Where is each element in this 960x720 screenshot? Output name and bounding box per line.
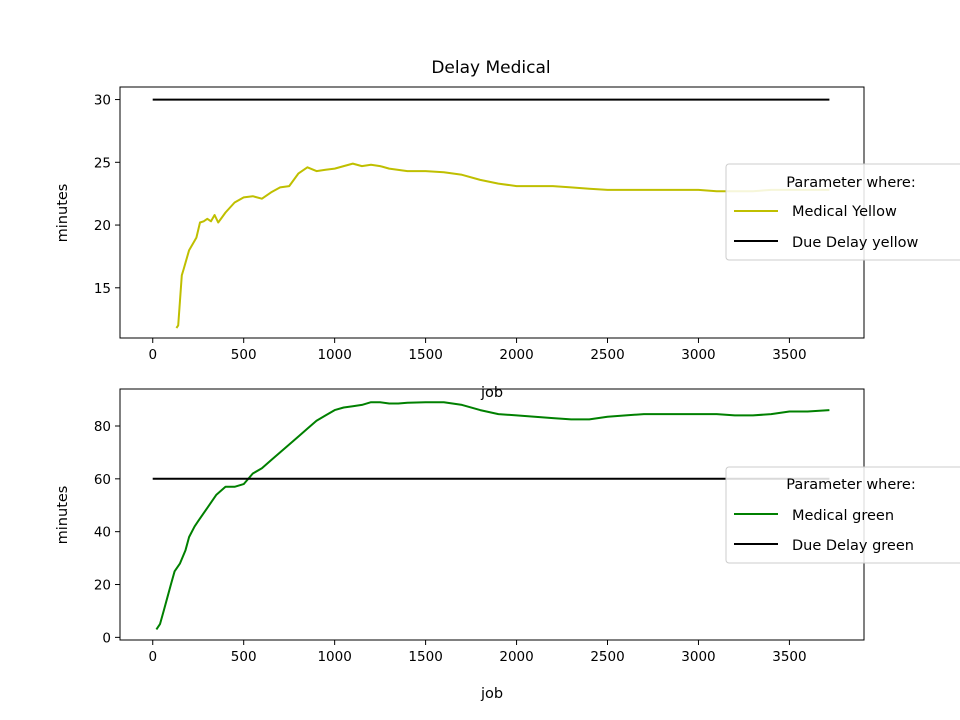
y-tick-label: 25 <box>94 155 111 171</box>
top-y-axis-label: minutes <box>55 184 71 243</box>
y-tick-label: 40 <box>94 525 111 541</box>
top-legend-title: Parameter where: <box>786 175 915 191</box>
x-tick-label: 0 <box>148 347 157 363</box>
x-tick-label: 500 <box>231 347 257 363</box>
bottom-y-axis-label: minutes <box>55 486 71 545</box>
y-tick-label: 80 <box>94 419 111 435</box>
series-medical-line <box>155 401 830 630</box>
bottom-x-ticks: 0 500 1000 1500 2000 2500 3000 3500 <box>148 640 807 665</box>
x-tick-label: 3000 <box>681 347 715 363</box>
y-tick-label: 60 <box>94 472 111 488</box>
y-tick-label: 20 <box>94 218 111 234</box>
bottom-legend-box <box>725 466 960 564</box>
top-legend-box <box>725 163 960 261</box>
bottom-legend-entry-1: Medical green <box>792 508 894 524</box>
x-tick-label: 1000 <box>317 347 351 363</box>
x-tick-label: 2000 <box>499 347 533 363</box>
bottom-x-axis-label: job <box>480 686 503 702</box>
x-tick-label: 0 <box>148 649 157 665</box>
top-legend: Parameter where: Medical Yellow Due Dela… <box>725 163 960 261</box>
top-x-ticks: 0 500 1000 1500 2000 2500 3000 3500 <box>148 338 807 363</box>
x-tick-label: 2000 <box>499 649 533 665</box>
x-tick-label: 3500 <box>772 347 806 363</box>
x-tick-label: 500 <box>231 649 257 665</box>
series-medical-line <box>175 162 830 329</box>
y-tick-label: 0 <box>102 630 111 646</box>
x-tick-label: 3000 <box>681 649 715 665</box>
top-y-ticks: 15 20 25 30 <box>94 93 120 297</box>
bottom-legend-title: Parameter where: <box>786 477 915 493</box>
y-tick-label: 30 <box>94 93 111 109</box>
x-tick-label: 1500 <box>408 649 442 665</box>
y-tick-label: 15 <box>94 281 111 297</box>
x-tick-label: 1000 <box>317 649 351 665</box>
bottom-legend: Parameter where: Medical green Due Delay… <box>725 466 960 564</box>
top-legend-entry-1: Medical Yellow <box>792 204 897 220</box>
bottom-y-ticks: 0 20 40 60 80 <box>94 419 120 646</box>
top-subplot: 0 500 1000 1500 2000 2500 3000 3500 15 20 25 30 jo… <box>55 86 960 401</box>
top-x-axis-label: job <box>480 385 503 401</box>
bottom-subplot: 0 500 1000 1500 2000 2500 3000 3500 0 20 40 60 80 j… <box>55 388 960 702</box>
top-plot-area <box>152 98 830 329</box>
bottom-legend-entry-2: Due Delay green <box>792 538 914 554</box>
chart-title: Delay Medical <box>431 58 550 78</box>
x-tick-label: 2500 <box>590 649 624 665</box>
x-tick-label: 1500 <box>408 347 442 363</box>
x-tick-label: 3500 <box>772 649 806 665</box>
bottom-plot-area <box>152 401 830 630</box>
y-tick-label: 20 <box>94 578 111 594</box>
top-legend-entry-2: Due Delay yellow <box>792 235 919 251</box>
x-tick-label: 2500 <box>590 347 624 363</box>
